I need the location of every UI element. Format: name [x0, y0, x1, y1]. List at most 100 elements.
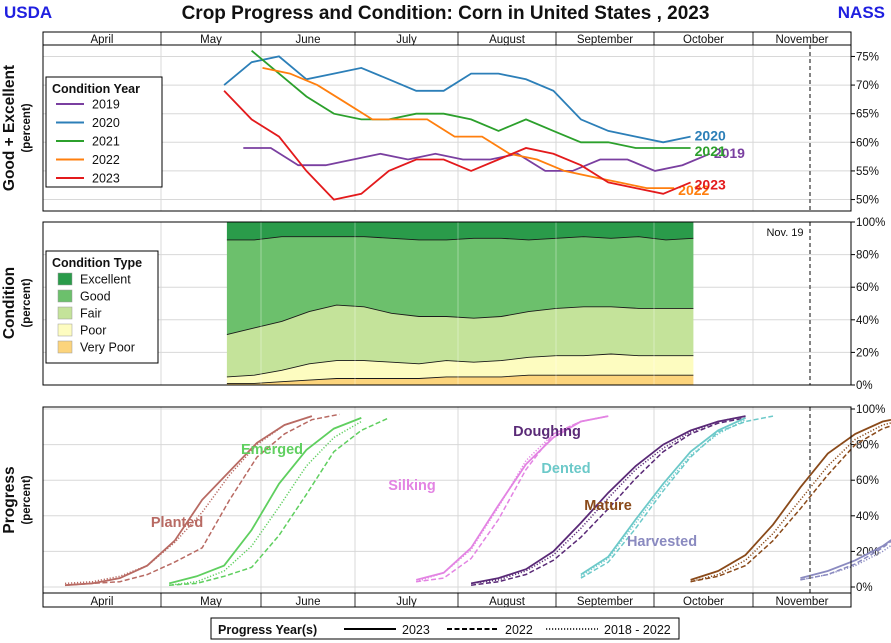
top-month-label: November [775, 34, 828, 46]
progress-year-legend-title: Progress Year(s) [218, 623, 317, 637]
legend-label-good: Good [80, 290, 111, 304]
condition-ytick-label: 80% [856, 250, 879, 262]
series-2019-line [243, 147, 711, 172]
bottom-month-label: September [577, 596, 633, 608]
top-month-label: July [396, 34, 417, 46]
progress-series-group: Planted Emerged Silking Doughing Dented Matur… [64, 413, 891, 587]
series-2022-line [262, 67, 675, 190]
condition-ylabel: Condition [1, 267, 18, 339]
legend-label-excellent: Excellent [80, 273, 131, 287]
legend-label-fair: Fair [80, 307, 102, 321]
condition-boundary-poor [226, 353, 694, 378]
top-month-label: August [489, 34, 526, 46]
progress-ytick-label: 80% [856, 440, 879, 452]
good-excellent-ytick-label: 65% [856, 109, 879, 121]
progress-ytick-label: 60% [856, 475, 879, 487]
progress-dented-label: Dented [541, 461, 590, 477]
series-2021-line [251, 50, 691, 149]
legend-label-2019: 2019 [92, 98, 120, 112]
condition-area-poor [226, 354, 694, 384]
condition-boundary-good [226, 236, 694, 241]
progress-mature-s2023 [690, 418, 891, 581]
progress-emerged-s2022 [169, 417, 390, 586]
legend-swatch-very-poor [57, 340, 73, 354]
progress-ytick-label: 100% [856, 404, 885, 416]
top-month-label: May [200, 34, 222, 46]
progress-legend-label-0: 2023 [402, 623, 430, 637]
top-month-label: September [577, 34, 633, 46]
progress-ytick-label: 40% [856, 511, 879, 523]
progress-planted-label: Planted [151, 515, 203, 531]
good-excellent-ytick-label: 70% [856, 80, 879, 92]
condition-ytick-label: 20% [856, 347, 879, 359]
bottom-month-label: May [200, 596, 222, 608]
condition-ytick-label: 100% [856, 217, 885, 229]
condition-area-good [226, 236, 694, 335]
top-month-label: June [296, 34, 321, 46]
legend-swatch-fair [57, 306, 73, 320]
top-month-strip [42, 31, 852, 46]
condition-type-legend: Condition Type Excellent Good Fair Poor Very … [45, 250, 159, 364]
progress-dented-s2022 [580, 415, 774, 579]
bottom-month-label: June [296, 596, 321, 608]
progress-silking-label: Silking [388, 478, 436, 494]
legend-swatch-good [57, 289, 73, 303]
progress-legend-label-1: 2022 [505, 623, 533, 637]
series-2023-end-label: 2023 [695, 176, 726, 192]
series-2019-end-label: 2019 [714, 145, 745, 161]
good-excellent-ytick-label: 50% [856, 195, 879, 207]
legend-label-2020: 2020 [92, 116, 120, 130]
progress-legend-label-2: 2018 - 2022 [604, 623, 671, 637]
legend-label-poor: Poor [80, 324, 106, 338]
bottom-month-label: July [396, 596, 417, 608]
good-excellent-ytick-label: 60% [856, 137, 879, 149]
bottom-month-label: October [683, 596, 724, 608]
progress-emerged-s2023 [168, 417, 362, 585]
progress-silking-s2023 [415, 415, 609, 581]
condition-ytick-label: 60% [856, 282, 879, 294]
progress-ytick-label: 20% [856, 546, 879, 558]
good-excellent-panel-bg [43, 45, 851, 211]
progress-dented-s2023 [580, 417, 746, 576]
progress-mature-label: Mature [584, 498, 632, 514]
legend-label-very-poor: Very Poor [80, 341, 135, 355]
progress-planted-savg [64, 415, 313, 585]
series-2022-end-label: 2022 [678, 182, 709, 198]
condition-type-legend-title: Condition Type [52, 256, 142, 270]
condition-area-very-poor [226, 375, 694, 385]
condition-year-legend-box [45, 76, 163, 188]
condition-year-legend-title: Condition Year [52, 82, 140, 96]
progress-mature-s2022 [690, 425, 891, 583]
nass-label: NASS [837, 3, 885, 22]
progress-ylabel: Progress [1, 466, 18, 533]
legend-swatch-poor [57, 323, 73, 337]
series-2020-end-label: 2020 [695, 128, 726, 144]
good-excellent-ylabel-unit: (percent) [21, 103, 33, 152]
legend-swatch-excellent [57, 272, 73, 286]
legend-label-2023: 2023 [92, 172, 120, 186]
progress-year-legend: Progress Year(s) 2023 2022 2018 - 2022 [210, 617, 680, 640]
top-month-label: October [683, 34, 724, 46]
chart-title: Crop Progress and Condition: Corn in Uni… [181, 3, 710, 24]
progress-harvested-s2023 [800, 539, 891, 579]
legend-label-2021: 2021 [92, 135, 120, 149]
condition-ylabel-unit: (percent) [21, 278, 33, 327]
progress-doughing-s2023 [470, 415, 746, 585]
series-2020-line [223, 55, 691, 144]
progress-emerged-savg [169, 420, 362, 586]
usda-label: USDA [4, 3, 53, 22]
condition-date-annotation: Nov. 19 [766, 227, 803, 239]
progress-emerged-label: Emerged [241, 442, 303, 458]
progress-harvested-s2022 [800, 540, 891, 581]
progress-doughing-s2022 [471, 417, 746, 586]
progress-ytick-label: 0% [856, 582, 873, 594]
condition-boundary-very-poor [226, 374, 694, 384]
condition-area-fair [226, 305, 694, 377]
condition-year-legend: Condition Year 2019 2020 2021 2022 2023 [45, 76, 163, 188]
bottom-month-label: November [775, 596, 828, 608]
progress-ylabel-unit: (percent) [21, 475, 33, 524]
progress-year-legend-box [210, 617, 680, 640]
progress-mature-savg [690, 422, 891, 583]
